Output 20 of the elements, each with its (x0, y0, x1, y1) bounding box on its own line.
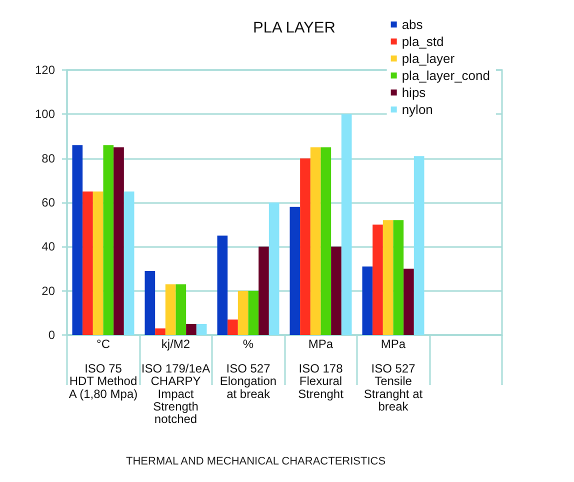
legend-label: nylon (402, 102, 433, 117)
legend-label: pla_std (402, 34, 444, 49)
y-tick-label: 0 (48, 328, 56, 342)
legend-label: abs (402, 17, 424, 32)
x-tick-label: MPa ISO 178 Flexural Strenght (298, 337, 344, 401)
x-axis-title: THERMAL AND MECHANICAL CHARACTERISTICS (126, 456, 386, 468)
y-tick-label: 20 (42, 284, 56, 298)
y-tick-label: 40 (42, 240, 56, 254)
y-tick-label: 100 (34, 107, 56, 122)
y-tick-label: 80 (42, 151, 56, 166)
legend-label: pla_layer_cond (402, 68, 490, 83)
legend-label: hips (402, 85, 426, 100)
x-tick-label: % ISO 527 Elongation at break (220, 337, 277, 401)
x-tick-label: kj/M2 ISO 179/1eA CHARPY Impact Strength notched (141, 337, 210, 426)
x-tick-label: °C ISO 75 HDT Method A (1,80 Mpa) (68, 337, 138, 401)
chart-title: PLA LAYER (253, 20, 336, 36)
x-tick-label: MPa ISO 527 Tensile Stranght at break (364, 337, 424, 414)
y-tick-label: 120 (34, 63, 56, 77)
y-tick-label: 60 (42, 196, 56, 210)
legend-label: pla_layer (402, 51, 456, 66)
